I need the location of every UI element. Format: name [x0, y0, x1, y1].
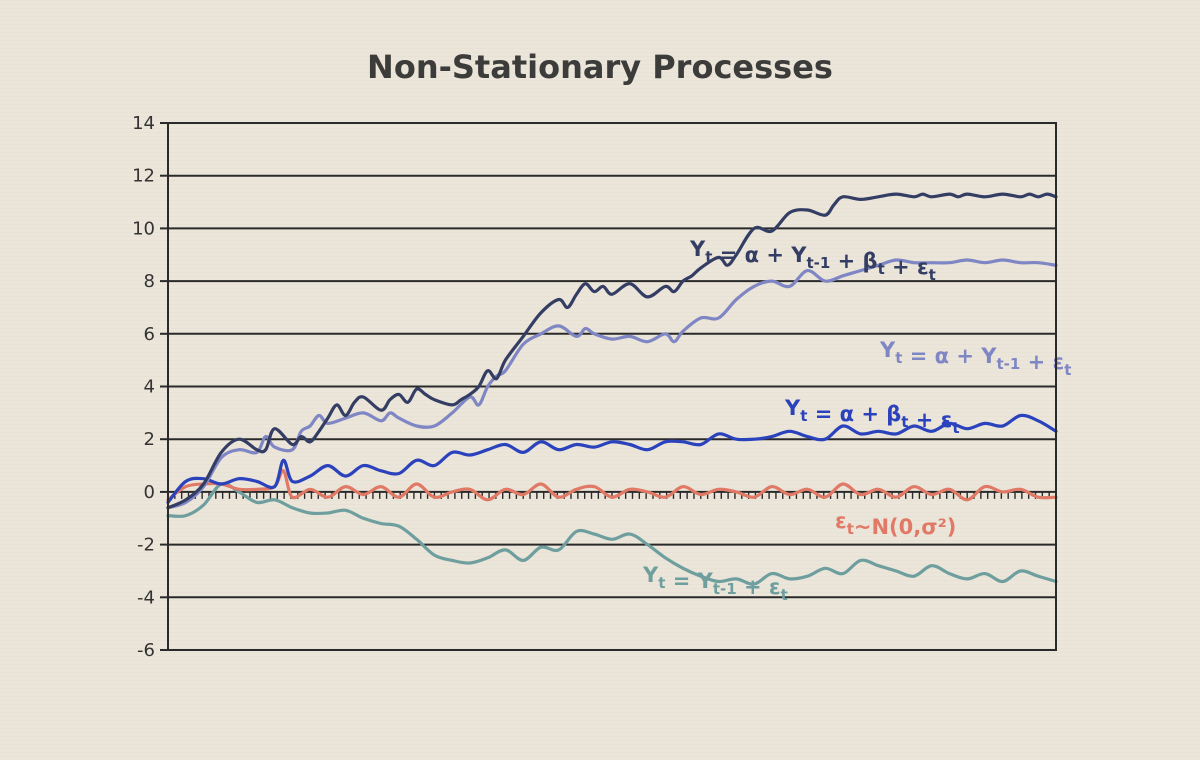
series-label-2: Yt = α + βt + εt — [784, 396, 960, 437]
ytick-label: 8 — [144, 271, 155, 292]
ytick-label: -6 — [137, 640, 155, 661]
ytick-label: 6 — [144, 324, 155, 345]
series-label-4: Yt = Yt-1 + εt — [642, 563, 788, 604]
ytick-label: 0 — [144, 482, 155, 503]
ytick-label: -4 — [137, 587, 155, 608]
series-line-4 — [166, 481, 1058, 586]
series-lines — [166, 192, 1058, 586]
ytick-label: 2 — [144, 429, 155, 450]
series-line-2 — [166, 413, 1058, 504]
ytick-label: 14 — [132, 113, 155, 134]
series-labels: Yt = α + Yt-1 + βt + εt Yt = α + Yt-1 + ε… — [642, 237, 1071, 604]
series-label-3: εt~N(0,σ²) — [835, 509, 956, 539]
y-axis-tick-labels: -6 -4 -2 0 2 4 6 8 10 12 14 — [132, 113, 155, 661]
plot-frame — [167, 122, 1057, 651]
ytick-label: 12 — [132, 166, 155, 187]
ytick-label: -2 — [137, 535, 155, 556]
series-label-1: Yt = α + Yt-1 + εt — [879, 338, 1071, 379]
ytick-label: 4 — [144, 377, 155, 398]
series-label-0: Yt = α + Yt-1 + βt + εt — [689, 237, 936, 284]
ytick-label: 10 — [132, 218, 155, 239]
series-line-1 — [166, 258, 1058, 510]
series-line-3 — [166, 469, 1058, 502]
series-line-0 — [166, 192, 1058, 510]
chart-title: Non-Stationary Processes — [367, 48, 833, 86]
